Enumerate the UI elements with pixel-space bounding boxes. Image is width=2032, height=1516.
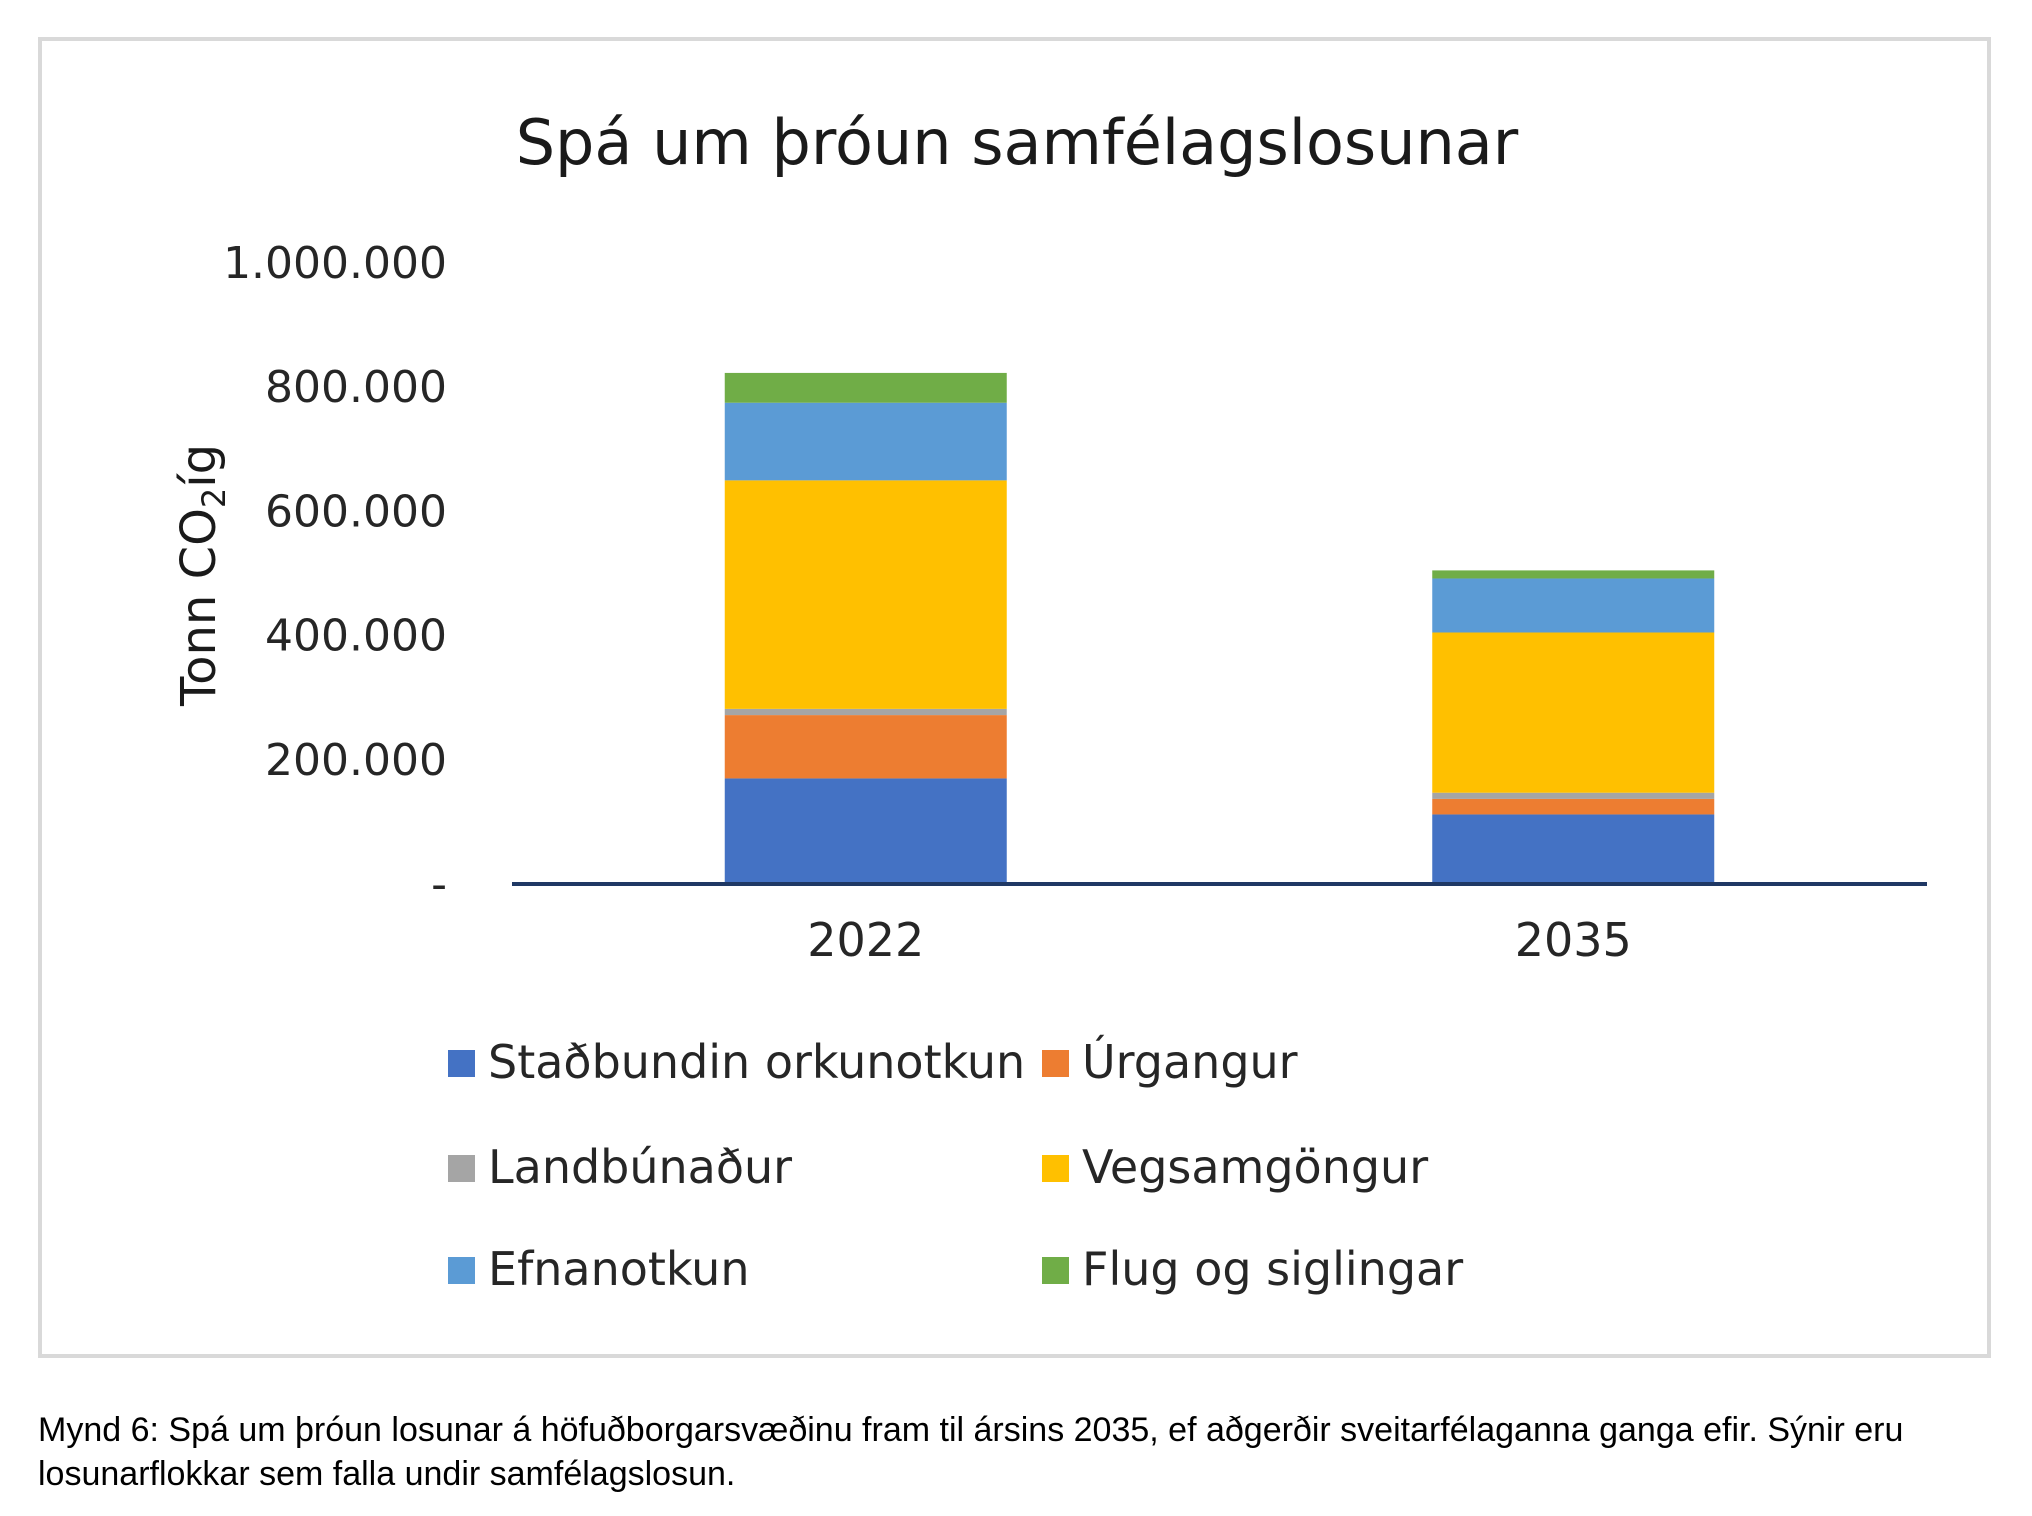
legend-item: Efnanotkun	[448, 1242, 749, 1296]
legend: Staðbundin orkunotkun Úrgangur Landbúnaður…	[448, 1035, 1463, 1296]
chart-title: Spá um þróun samfélagslosunar	[516, 106, 1519, 179]
legend-swatch	[1042, 1257, 1069, 1284]
bar-segment	[724, 708, 1007, 716]
bar-segment	[1432, 632, 1715, 793]
legend-item: Staðbundin orkunotkun	[448, 1035, 1025, 1089]
legend-label: Efnanotkun	[488, 1242, 749, 1296]
legend-item: Landbúnaður	[448, 1140, 792, 1194]
legend-swatch	[448, 1257, 475, 1284]
legend-item: Flug og siglingar	[1042, 1242, 1463, 1296]
legend-swatch	[448, 1155, 475, 1182]
legend-swatch	[448, 1050, 475, 1077]
y-axis-title-tail: íg	[171, 444, 227, 488]
stacked-bar-chart: Spá um þróun samfélagslosunar Tonn CO2íg…	[171, 106, 1927, 1296]
y-axis-title: Tonn CO2íg	[171, 444, 233, 707]
y-axis-title-main: Tonn CO	[171, 508, 227, 707]
chart-frame: Spá um þróun samfélagslosunar Tonn CO2íg…	[38, 37, 1991, 1358]
y-tick-label: 400.000	[265, 611, 447, 662]
bar-segment	[1432, 814, 1715, 884]
bar-segment	[724, 715, 1007, 779]
y-tick-label: 800.000	[265, 362, 447, 413]
y-axis-ticks: - 200.000 400.000 600.000 800.000 1.000.000	[223, 238, 447, 910]
bar-segment	[724, 372, 1007, 403]
y-tick-label: 200.000	[265, 735, 447, 786]
x-axis-labels: 2022 2035	[807, 913, 1632, 967]
legend-label: Vegsamgöngur	[1082, 1140, 1428, 1194]
bar-segment	[1432, 578, 1715, 633]
bar-segment	[1432, 792, 1715, 799]
legend-swatch	[1042, 1155, 1069, 1182]
bar-segment	[724, 778, 1007, 884]
bars	[724, 372, 1715, 884]
x-tick-label: 2022	[807, 913, 924, 967]
x-tick-label: 2035	[1515, 913, 1632, 967]
y-tick-label: 1.000.000	[223, 238, 447, 289]
bar-segment	[1432, 798, 1715, 815]
legend-label: Úrgangur	[1082, 1035, 1298, 1089]
legend-label: Flug og siglingar	[1082, 1242, 1463, 1296]
legend-swatch	[1042, 1050, 1069, 1077]
legend-label: Staðbundin orkunotkun	[488, 1035, 1025, 1089]
bar-segment	[1432, 570, 1715, 579]
bar-segment	[724, 480, 1007, 709]
legend-item: Vegsamgöngur	[1042, 1140, 1428, 1194]
bar-segment	[724, 402, 1007, 481]
y-tick-label: 600.000	[265, 486, 447, 537]
y-tick-label: -	[431, 859, 447, 910]
y-axis-title-subscript: 2	[195, 488, 233, 508]
legend-item: Úrgangur	[1042, 1035, 1298, 1089]
legend-label: Landbúnaður	[488, 1140, 792, 1194]
figure-caption: Mynd 6: Spá um þróun losunar á höfuðborg…	[38, 1411, 1904, 1493]
